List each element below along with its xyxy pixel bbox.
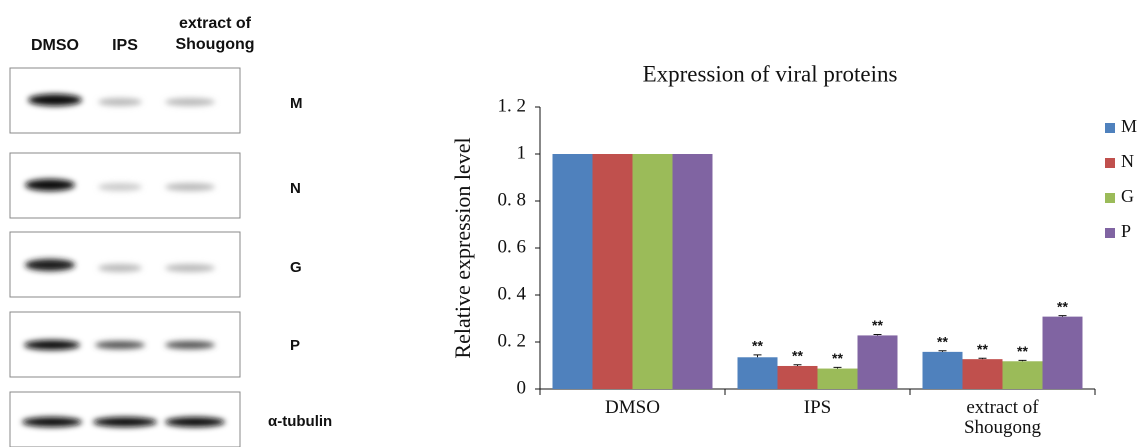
band: [165, 183, 215, 191]
x-tick-label: IPS: [748, 398, 888, 418]
bar: [963, 359, 1003, 389]
band: [22, 417, 82, 427]
band: [93, 417, 157, 427]
bar: [818, 369, 858, 389]
band: [98, 183, 142, 191]
y-tick-label: 0. 4: [498, 283, 527, 304]
significance-label: **: [1017, 343, 1028, 359]
band: [165, 341, 215, 349]
legend-label: N: [1121, 151, 1134, 171]
bar: [738, 357, 778, 389]
bar: [553, 154, 593, 389]
significance-label: **: [792, 347, 803, 363]
error-bar: [874, 334, 882, 335]
significance-label: **: [752, 338, 763, 354]
band: [165, 98, 215, 106]
blot-row-label: M: [290, 95, 303, 112]
y-tick-label: 1. 2: [498, 95, 527, 116]
bar: [593, 154, 633, 389]
blot-panel: [10, 68, 240, 447]
band: [165, 417, 225, 427]
band: [24, 340, 80, 350]
bar: [1043, 317, 1083, 389]
bar: [778, 366, 818, 389]
error-bar: [794, 365, 802, 366]
bar: [858, 335, 898, 389]
significance-label: **: [977, 341, 988, 357]
band: [95, 341, 145, 349]
band: [98, 264, 142, 272]
bar: [923, 352, 963, 389]
legend-swatch: [1105, 123, 1115, 133]
y-tick-label: 0: [517, 377, 527, 398]
band: [98, 98, 142, 106]
x-tick-label: extract of Shougong: [933, 398, 1073, 438]
error-bar: [1059, 316, 1067, 317]
error-bar: [1019, 360, 1027, 361]
bar: [633, 154, 673, 389]
error-bar: [834, 367, 842, 368]
blot-row-label: P: [290, 337, 300, 354]
lane-label: extract of Shougong: [160, 13, 270, 55]
legend-swatch: [1105, 158, 1115, 168]
significance-label: **: [937, 333, 948, 349]
error-bar: [754, 355, 762, 357]
x-tick-label: DMSO: [563, 398, 703, 418]
error-bar: [979, 358, 987, 359]
lane-label: DMSO: [20, 35, 90, 56]
chart-title: Expression of viral proteins: [643, 61, 898, 86]
legend-label: P: [1121, 221, 1131, 241]
error-bar: [939, 351, 947, 352]
y-axis-label: Relative expression level: [450, 137, 475, 358]
page: M N G P α-tubulin Expression of viral pr…: [0, 0, 1142, 447]
band: [25, 179, 75, 191]
y-tick-label: 0. 6: [498, 236, 527, 257]
bar: [1003, 361, 1043, 389]
legend-label: G: [1121, 186, 1134, 206]
y-tick-label: 1: [517, 142, 527, 163]
lane-label: IPS: [100, 35, 150, 56]
band: [165, 264, 215, 272]
significance-label: **: [872, 317, 883, 333]
band: [25, 259, 75, 271]
figure: M N G P α-tubulin Expression of viral pr…: [0, 0, 1142, 447]
band: [28, 94, 82, 106]
bar: [673, 154, 713, 389]
significance-label: **: [832, 350, 843, 366]
blot-row-label: α-tubulin: [268, 413, 332, 430]
legend-swatch: [1105, 228, 1115, 238]
y-tick-label: 0. 2: [498, 330, 527, 351]
legend-swatch: [1105, 193, 1115, 203]
y-tick-label: 0. 8: [498, 189, 527, 210]
significance-label: **: [1057, 298, 1068, 314]
blot-row-label: N: [290, 180, 301, 197]
legend-label: M: [1121, 116, 1137, 136]
blot-row-label: G: [290, 259, 302, 276]
